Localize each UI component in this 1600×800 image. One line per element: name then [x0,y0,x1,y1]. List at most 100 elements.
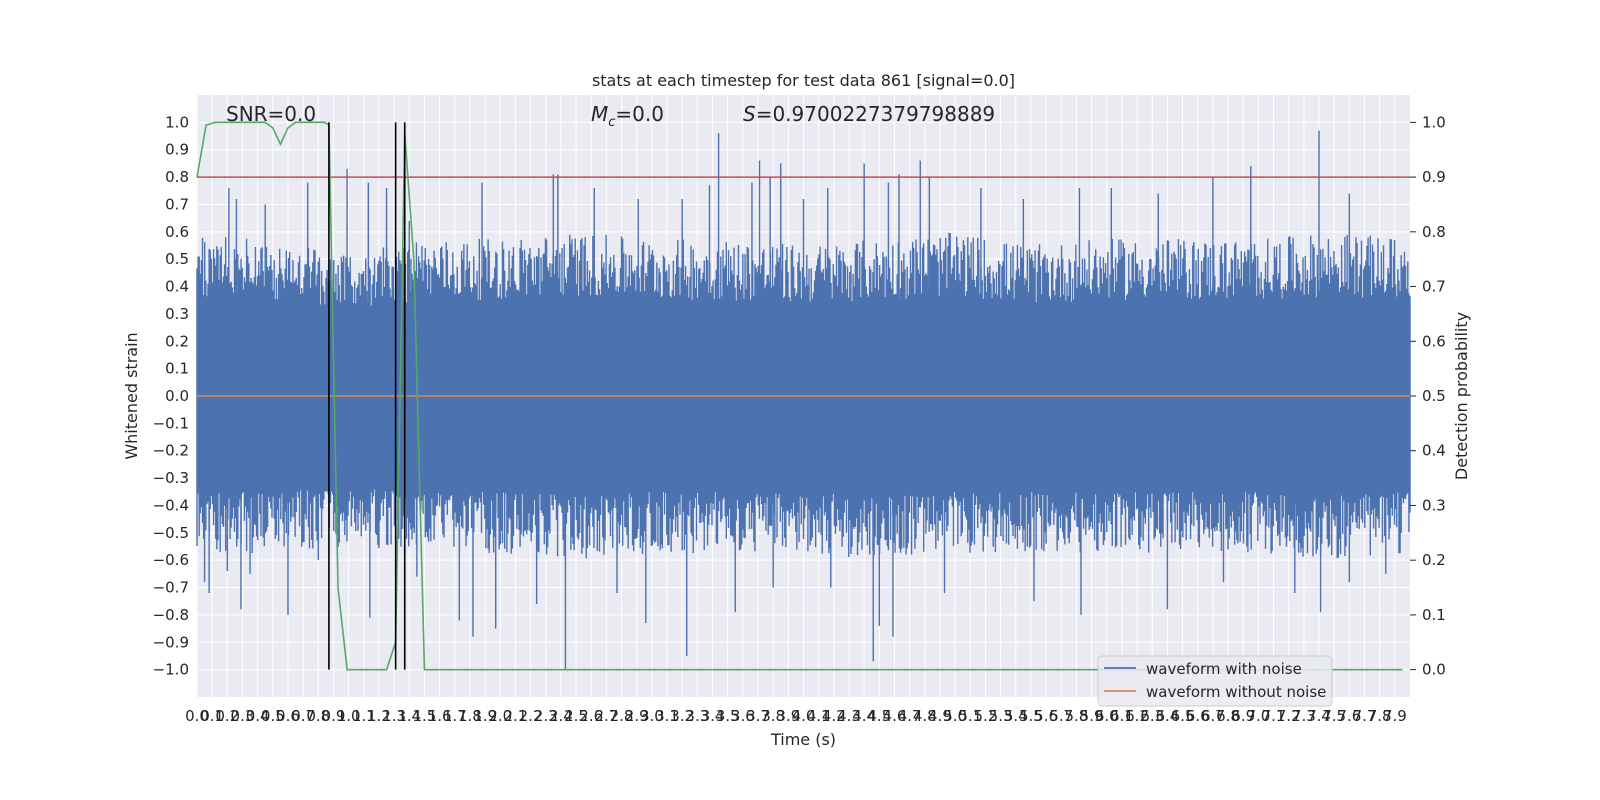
x-tick-label: 2.6 [579,707,603,725]
mc-symbol: M [591,102,608,126]
x-tick-label: 3.9 [776,707,800,725]
x-tick-label: 2.1 [503,707,527,725]
x-tick-label: 1.9 [473,707,497,725]
x-tick-label: 1.8 [458,707,482,725]
x-tick-label: 6.6 [1186,707,1210,725]
snr-annotation: SNR=0.0 [226,102,316,126]
x-tick-label: 4.8 [913,707,937,725]
x-tick-label: 5.5 [1019,707,1043,725]
legend-label-clean: waveform without noise [1146,683,1326,701]
x-tick-label: 2.0 [488,707,512,725]
x-tick-label: 0.3 [231,707,255,725]
x-tick-label: 6.2 [1125,707,1149,725]
y2-tick-label: 0.6 [1422,332,1446,350]
x-tick-label: 6.4 [1155,707,1179,725]
x-tick-label: 0.9 [322,707,346,725]
s-value: =0.9700227379798889 [756,102,995,126]
x-tick-label: 0.0 [185,707,209,725]
y-tick-label: −0.1 [153,414,189,432]
mc-subscript: c [608,115,615,130]
y2-tick-labels: 1.0 0.9 0.8 0.7 0.6 0.5 0.4 0.3 0.2 0.1 0.0 [1410,113,1446,679]
y2-tick-label: 0.2 [1422,551,1446,569]
y2-tick-label: 0.7 [1422,278,1446,296]
y-tick-label: 0.4 [165,278,189,296]
legend: waveform with noise waveform without noi… [1097,655,1333,707]
x-tick-label: 4.2 [822,707,846,725]
x-tick-label: 7.6 [1337,707,1361,725]
x-tick-label: 2.5 [564,707,588,725]
y-tick-label: −0.3 [153,469,189,487]
y2-tick-label: 0.4 [1422,442,1446,460]
x-tick-label: 5.3 [989,707,1013,725]
detection-probability-line [196,121,1403,671]
x-tick-label: 7.7 [1353,707,1377,725]
noise-series [196,130,1411,670]
x-tick-label: 6.9 [1231,707,1255,725]
x-tick-label: 7.1 [1262,707,1286,725]
vertical-markers [328,122,406,670]
x-tick-label: 6.0 [1095,707,1119,725]
x-tick-label: 4.0 [792,707,816,725]
x-tick-label: 1.4 [397,707,421,725]
x-tick-label: 4.1 [807,707,831,725]
y-tick-label: 0.6 [165,223,189,241]
x-tick-label: 2.3 [534,707,558,725]
x-tick-label: 5.9 [1080,707,1104,725]
x-tick-label: 5.2 [974,707,998,725]
x-axis-label: Time (s) [770,730,836,749]
y-tick-label: −0.6 [153,551,189,569]
x-tick-label: 0.6 [276,707,300,725]
x-tick-label: 3.4 [701,707,725,725]
x-tick-label: 4.6 [883,707,907,725]
x-tick-label: 4.5 [867,707,891,725]
y-tick-label: 0.5 [165,250,189,268]
x-tick-label: 6.1 [1110,707,1134,725]
y2-axis-label: Detection probability [1452,312,1471,480]
y2-tick-label: 0.5 [1422,387,1446,405]
s-annotation: S=0.9700227379798889 [743,102,995,126]
y-tick-label: −0.7 [153,579,189,597]
y-tick-label: 0.9 [165,141,189,159]
legend-label-noise: waveform with noise [1146,660,1302,678]
s-symbol: S [743,102,756,126]
y2-tick-label: 1.0 [1422,113,1446,131]
mc-value: =0.0 [615,102,664,126]
x-tick-label: 1.2 [367,707,391,725]
y-tick-label: 1.0 [165,113,189,131]
y-tick-label: 0.1 [165,360,189,378]
x-tick-label: 0.7 [291,707,315,725]
x-tick-label: 1.3 [382,707,406,725]
x-tick-label: 3.8 [761,707,785,725]
x-tick-label: 6.8 [1216,707,1240,725]
x-tick-label: 5.1 [958,707,982,725]
y-tick-label: 0.7 [165,195,189,213]
x-tick-label: 3.0 [640,707,664,725]
probability-series [196,121,1403,671]
x-tick-label: 2.8 [610,707,634,725]
x-tick-label: 1.6 [428,707,452,725]
y-tick-label: 0.2 [165,332,189,350]
x-tick-label: 1.1 [352,707,376,725]
y-tick-labels: 1.0 0.9 0.8 0.7 0.6 0.5 0.4 0.3 0.2 0.1 0.0 −0.1 −0.… [153,113,189,678]
y2-tick-label: 0.0 [1422,661,1446,679]
x-tick-label: 0.1 [200,707,224,725]
x-tick-label: 7.2 [1277,707,1301,725]
y-tick-label: 0.3 [165,305,189,323]
x-tick-label: 1.0 [337,707,361,725]
x-tick-label: 3.2 [670,707,694,725]
x-tick-label: 5.7 [1049,707,1073,725]
x-tick-label: 7.4 [1307,707,1331,725]
x-tick-label: 7.0 [1246,707,1270,725]
x-tick-label: 1.5 [413,707,437,725]
x-tick-label: 3.1 [655,707,679,725]
x-tick-label: 7.3 [1292,707,1316,725]
y-axis-label: Whitened strain [122,332,141,459]
x-tick-label: 1.7 [443,707,467,725]
x-tick-label: 4.9 [928,707,952,725]
x-tick-label: 5.6 [1034,707,1058,725]
x-tick-label: 0.4 [246,707,270,725]
x-tick-label: 6.7 [1201,707,1225,725]
x-tick-label: 3.3 [685,707,709,725]
x-tick-label: 4.3 [837,707,861,725]
